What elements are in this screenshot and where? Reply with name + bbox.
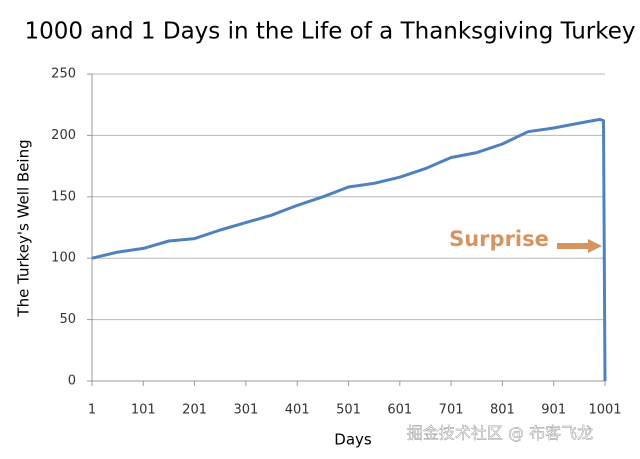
x-tick-label: 601 [387, 403, 412, 418]
x-tick-label: 1 [88, 403, 96, 418]
x-tick-label: 101 [131, 403, 156, 418]
x-tick-label: 201 [182, 403, 207, 418]
x-tick-label: 501 [336, 403, 361, 418]
y-tick-label: 250 [51, 67, 76, 82]
y-tick-label: 100 [51, 251, 76, 266]
y-tick-label: 150 [51, 189, 76, 204]
arrow-head [588, 239, 602, 253]
watermark: 掘金技术社区 @ 布客飞龙 [407, 424, 593, 443]
x-tick-label: 401 [285, 403, 310, 418]
x-tick-label: 301 [233, 403, 258, 418]
annotation-arrow [557, 239, 602, 253]
x-tick-label: 1001 [588, 403, 621, 418]
data-line [91, 117, 607, 382]
x-axis-label: Days [334, 431, 372, 449]
x-tick-label: 901 [541, 403, 566, 418]
y-tick-label: 50 [59, 312, 76, 327]
x-tick-label: 801 [490, 403, 515, 418]
chart-title: 1000 and 1 Days in the Life of a Thanksg… [25, 19, 636, 45]
arrow-shaft [557, 243, 589, 249]
annotation: Surprise [449, 227, 549, 251]
x-tick-label: 701 [439, 403, 464, 418]
y-axis-label: The Turkey's Well Being [15, 139, 33, 317]
y-tick-label: 200 [51, 128, 76, 143]
y-tick-label: 0 [68, 374, 76, 389]
